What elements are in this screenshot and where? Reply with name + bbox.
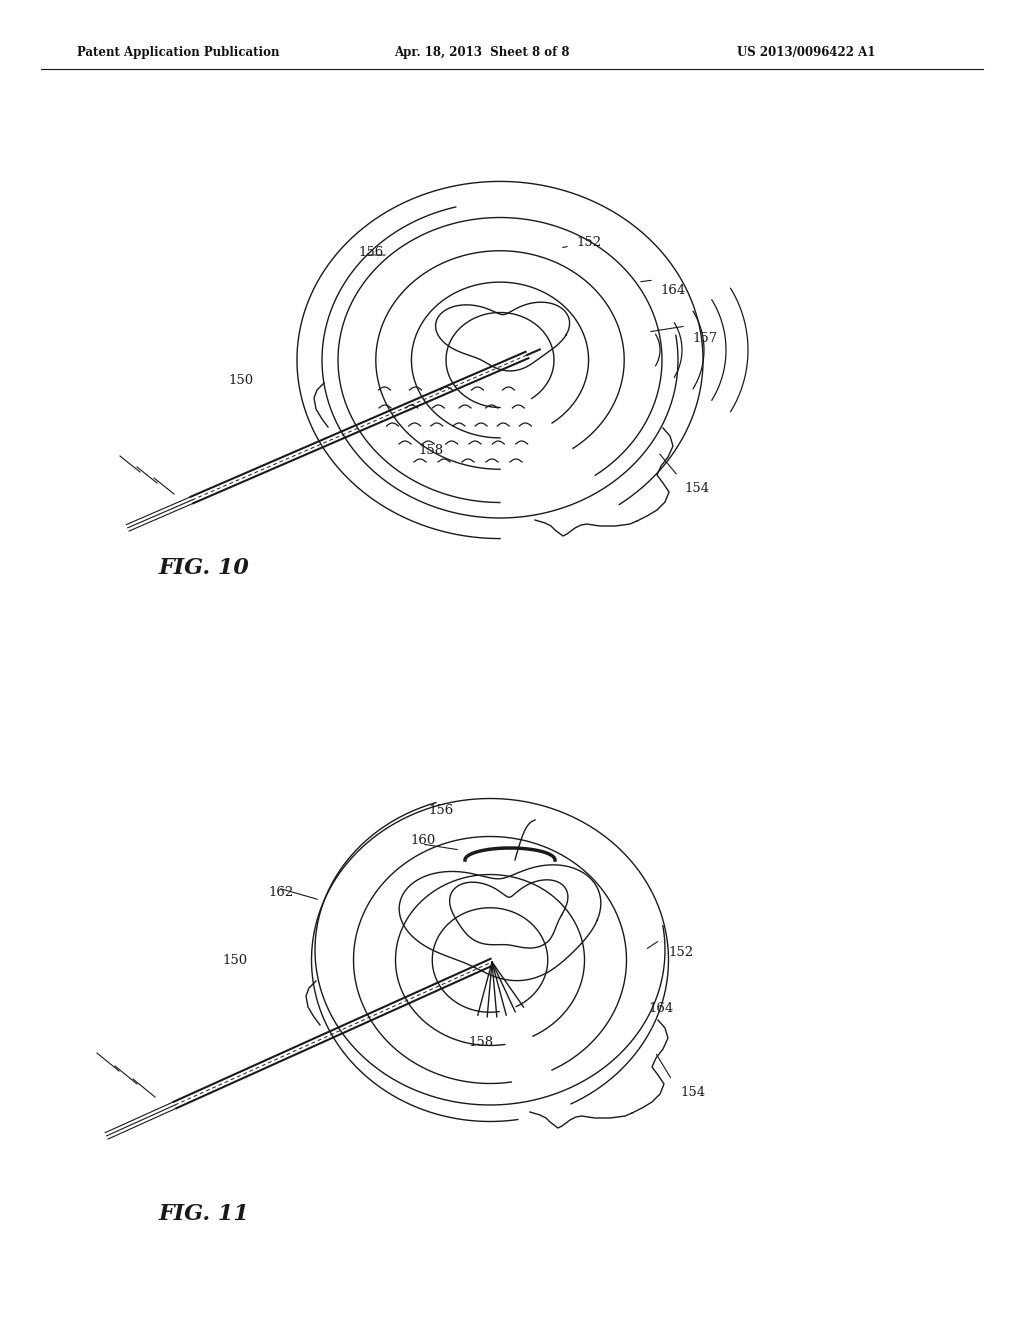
Text: 164: 164	[648, 1002, 673, 1015]
Text: Patent Application Publication: Patent Application Publication	[77, 46, 280, 59]
Text: FIG. 10: FIG. 10	[159, 557, 250, 578]
Text: 152: 152	[668, 945, 693, 958]
Text: 150: 150	[222, 953, 247, 966]
Text: 156: 156	[428, 804, 454, 817]
Text: US 2013/0096422 A1: US 2013/0096422 A1	[737, 46, 876, 59]
Text: 160: 160	[410, 833, 435, 846]
Text: 154: 154	[680, 1085, 706, 1098]
Text: 158: 158	[468, 1035, 494, 1048]
Text: 154: 154	[684, 482, 710, 495]
Text: 158: 158	[418, 444, 443, 457]
Text: 152: 152	[575, 235, 601, 248]
Text: 150: 150	[228, 374, 253, 387]
Text: 157: 157	[692, 331, 717, 345]
Text: Apr. 18, 2013  Sheet 8 of 8: Apr. 18, 2013 Sheet 8 of 8	[394, 46, 569, 59]
Text: FIG. 11: FIG. 11	[159, 1204, 250, 1225]
Text: 162: 162	[268, 886, 293, 899]
Text: 156: 156	[358, 246, 383, 259]
Text: 164: 164	[660, 284, 685, 297]
